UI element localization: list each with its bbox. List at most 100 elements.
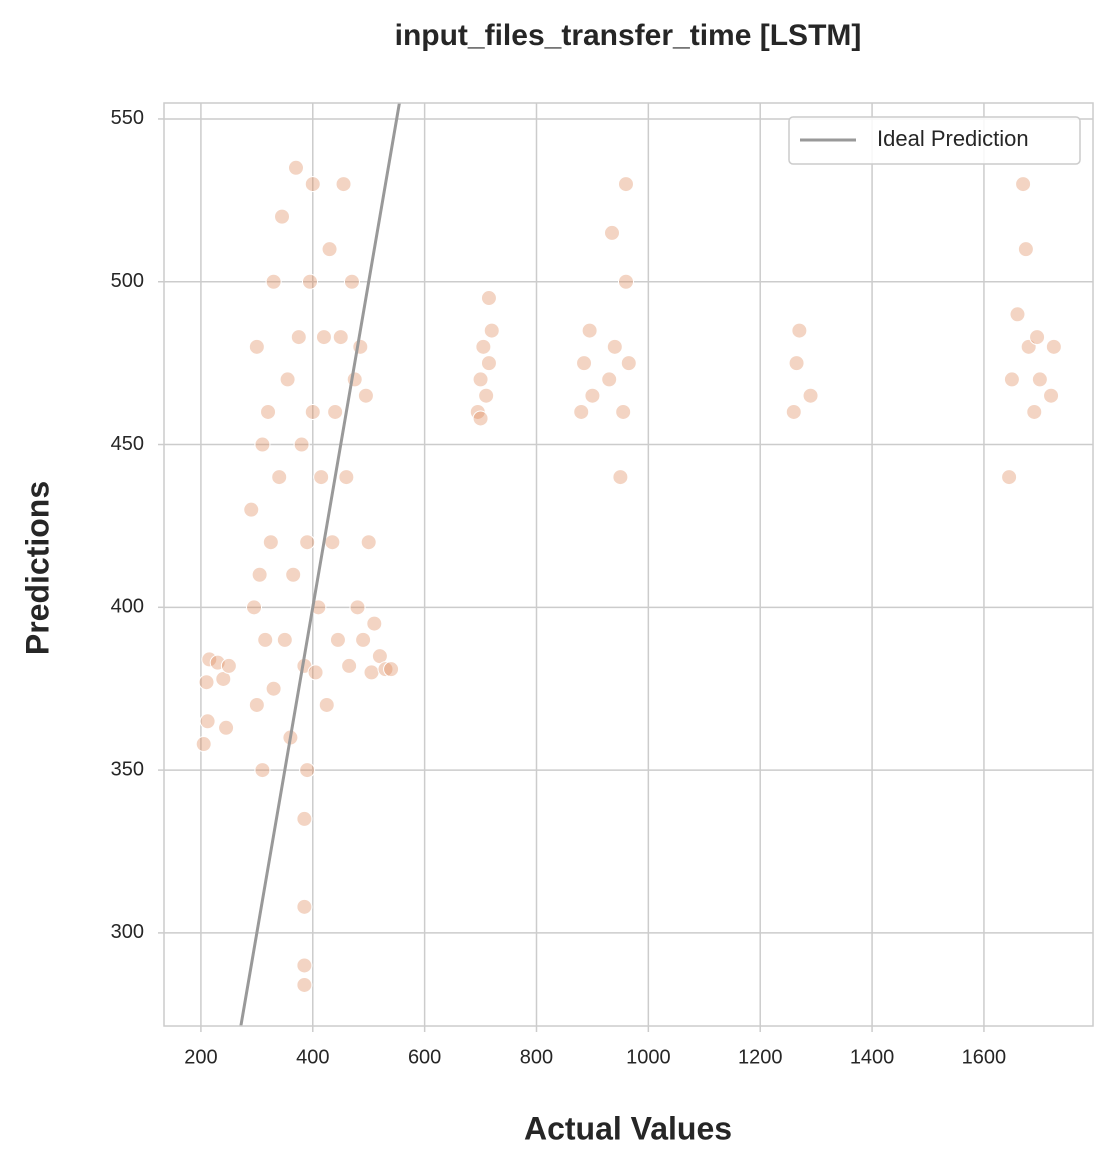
y-tick-label: 450 [111, 433, 144, 455]
y-axis-label: Predictions [19, 481, 55, 655]
point [617, 273, 634, 290]
point [251, 566, 268, 583]
point [1015, 176, 1032, 193]
point [1029, 329, 1046, 346]
x-tick-label: 1000 [626, 1046, 671, 1068]
point [349, 599, 366, 616]
point [265, 680, 282, 697]
point [472, 371, 489, 388]
point [262, 534, 279, 551]
point [1003, 371, 1020, 388]
y-tick-label: 300 [111, 921, 144, 943]
point [274, 208, 291, 225]
point [195, 736, 212, 753]
point [483, 322, 500, 339]
point [254, 436, 271, 453]
point [243, 501, 260, 518]
point [271, 469, 288, 486]
point [346, 371, 363, 388]
y-tick-label: 350 [111, 758, 144, 780]
point [612, 469, 629, 486]
point [318, 696, 335, 713]
point [615, 403, 632, 420]
point [287, 159, 304, 176]
point [472, 410, 489, 427]
point [343, 273, 360, 290]
point [338, 469, 355, 486]
point [1031, 371, 1048, 388]
point [363, 664, 380, 681]
point [257, 631, 274, 648]
point [304, 176, 321, 193]
point [791, 322, 808, 339]
point [304, 403, 321, 420]
point [1043, 387, 1060, 404]
x-tick-label: 1600 [962, 1046, 1007, 1068]
point [201, 651, 218, 668]
point [285, 566, 302, 583]
point [332, 329, 349, 346]
point [248, 338, 265, 355]
point [480, 290, 497, 307]
point [617, 176, 634, 193]
x-axis-label: Actual Values [524, 1110, 732, 1146]
point [327, 403, 344, 420]
y-tick-label: 550 [111, 107, 144, 129]
point [475, 338, 492, 355]
x-tick-label: 800 [520, 1046, 553, 1068]
point [321, 241, 338, 258]
point [360, 534, 377, 551]
point [478, 387, 495, 404]
point [383, 661, 400, 678]
point [355, 631, 372, 648]
point [307, 664, 324, 681]
point [1017, 241, 1034, 258]
point [296, 976, 313, 993]
x-tick-label: 400 [296, 1046, 329, 1068]
point [601, 371, 618, 388]
point [573, 403, 590, 420]
point [315, 329, 332, 346]
point [299, 534, 316, 551]
point [604, 224, 621, 241]
point [246, 599, 263, 616]
point [377, 661, 394, 678]
point [785, 403, 802, 420]
point [218, 719, 235, 736]
point [584, 387, 601, 404]
point [1026, 403, 1043, 420]
point [293, 436, 310, 453]
point [581, 322, 598, 339]
point [480, 355, 497, 372]
point [352, 338, 369, 355]
ideal-line [239, 103, 401, 1026]
point [296, 898, 313, 915]
point [357, 387, 374, 404]
point [576, 355, 593, 372]
point [788, 355, 805, 372]
point [276, 631, 293, 648]
grid [164, 103, 1093, 1026]
point [366, 615, 383, 632]
point [802, 387, 819, 404]
point [329, 631, 346, 648]
point [199, 713, 216, 730]
reference [239, 103, 401, 1026]
point [301, 273, 318, 290]
point [313, 469, 330, 486]
point [1045, 338, 1062, 355]
y-tick-label: 400 [111, 596, 144, 618]
points [195, 159, 1062, 993]
point [606, 338, 623, 355]
point [1009, 306, 1026, 323]
point [265, 273, 282, 290]
point [254, 762, 271, 779]
point [290, 329, 307, 346]
plot-frame [163, 102, 1094, 1027]
point [620, 355, 637, 372]
legend-box [788, 116, 1081, 165]
point [248, 696, 265, 713]
point [220, 657, 237, 674]
x-tick-label: 600 [408, 1046, 441, 1068]
